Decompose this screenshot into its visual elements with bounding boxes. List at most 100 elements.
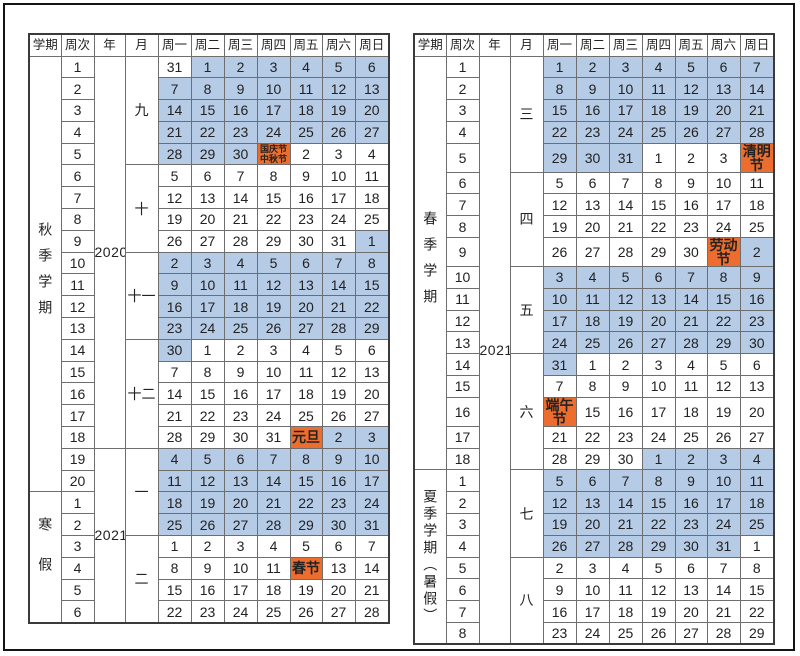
day-cell: 31 — [706, 534, 741, 558]
day-cell: 26 — [706, 425, 741, 449]
day-cell: 3 — [256, 338, 291, 362]
day-cell: 8 — [354, 251, 390, 275]
day-cell: 10 — [608, 77, 643, 101]
day-cell: 17 — [354, 469, 390, 493]
day-cell: 15 — [641, 491, 676, 515]
day-cell: 6 — [354, 338, 390, 362]
day-cell: 26 — [641, 622, 676, 645]
day-cell: 11 — [256, 556, 291, 580]
day-cell: 10 — [706, 171, 741, 195]
day-cell: 6 — [190, 164, 225, 188]
day-cell: 18 — [575, 309, 610, 333]
day-cell: 13 — [575, 491, 610, 515]
day-cell: 25 — [157, 513, 192, 537]
day-cell: 28 — [674, 331, 708, 355]
day-cell: 30 — [674, 534, 708, 558]
week-number-cell: 6 — [445, 578, 480, 602]
day-cell: 15 — [190, 99, 225, 122]
day-cell: 1 — [739, 534, 775, 558]
festival-cell: 端午节 — [542, 396, 577, 427]
week-number-cell: 3 — [60, 535, 95, 558]
day-cell: 12 — [190, 469, 225, 493]
month-label: 三 — [509, 55, 544, 173]
day-cell: 20 — [354, 382, 390, 406]
day-cell: 27 — [706, 120, 741, 144]
day-cell: 2 — [674, 142, 708, 173]
day-cell: 2 — [674, 447, 708, 471]
day-cell: 18 — [289, 99, 323, 122]
day-cell: 5 — [321, 55, 356, 79]
day-cell: 7 — [608, 469, 643, 493]
semester-label: 秋季学期 — [28, 55, 62, 493]
column-header: 周三 — [223, 33, 258, 57]
day-cell: 1 — [575, 353, 610, 377]
day-cell: 29 — [190, 142, 225, 166]
day-cell: 11 — [354, 164, 390, 188]
day-cell: 22 — [157, 600, 192, 624]
day-cell: 30 — [289, 229, 323, 253]
day-cell: 6 — [321, 535, 356, 558]
week-number-cell: 5 — [445, 556, 480, 580]
week-number-cell: 14 — [60, 338, 95, 362]
column-header: 周二 — [575, 33, 610, 57]
day-cell: 27 — [575, 534, 610, 558]
day-cell: 6 — [739, 353, 775, 377]
day-cell: 29 — [256, 229, 291, 253]
day-cell: 20 — [190, 208, 225, 231]
day-cell: 24 — [608, 120, 643, 144]
day-cell: 9 — [190, 556, 225, 580]
day-cell: 30 — [223, 142, 258, 166]
day-cell: 8 — [157, 556, 192, 580]
day-cell: 22 — [190, 404, 225, 428]
day-cell: 4 — [157, 447, 192, 471]
day-cell: 1 — [641, 142, 676, 173]
day-cell: 11 — [575, 287, 610, 311]
month-label: 五 — [509, 266, 544, 355]
day-cell: 11 — [739, 171, 775, 195]
day-cell: 20 — [706, 99, 741, 122]
week-number-cell: 4 — [445, 534, 480, 558]
day-cell: 31 — [157, 55, 192, 79]
day-cell: 17 — [706, 491, 741, 515]
day-cell: 9 — [223, 77, 258, 101]
day-cell: 10 — [641, 375, 676, 398]
day-cell: 31 — [354, 513, 390, 537]
day-cell: 14 — [608, 193, 643, 217]
day-cell: 26 — [289, 600, 323, 624]
day-cell: 12 — [608, 287, 643, 311]
day-cell: 26 — [542, 237, 577, 268]
day-cell: 25 — [256, 600, 291, 624]
day-cell: 12 — [256, 273, 291, 297]
day-cell: 4 — [575, 266, 610, 289]
day-cell: 5 — [542, 171, 577, 195]
day-cell: 25 — [289, 404, 323, 428]
day-cell: 21 — [223, 208, 258, 231]
month-label: 十 — [124, 164, 159, 253]
day-cell: 17 — [256, 382, 291, 406]
day-cell: 13 — [354, 360, 390, 384]
day-cell: 5 — [542, 469, 577, 493]
day-cell: 26 — [190, 513, 225, 537]
day-cell: 7 — [674, 266, 708, 289]
day-cell: 9 — [674, 171, 708, 195]
day-cell: 30 — [575, 142, 610, 173]
day-cell: 11 — [157, 469, 192, 493]
week-number-cell: 8 — [445, 622, 480, 645]
day-cell: 15 — [706, 287, 741, 311]
day-cell: 1 — [157, 535, 192, 558]
day-cell: 22 — [739, 600, 775, 624]
week-number-cell: 1 — [60, 491, 95, 515]
day-cell: 23 — [674, 215, 708, 239]
day-cell: 15 — [641, 193, 676, 217]
day-cell: 28 — [608, 237, 643, 268]
day-cell: 22 — [190, 120, 225, 144]
day-cell: 16 — [321, 469, 356, 493]
day-cell: 9 — [157, 273, 192, 297]
day-cell: 25 — [289, 120, 323, 144]
week-number-cell: 8 — [445, 215, 480, 239]
week-number-cell: 2 — [60, 513, 95, 537]
day-cell: 28 — [739, 120, 775, 144]
day-cell: 3 — [223, 535, 258, 558]
day-cell: 2 — [223, 55, 258, 79]
